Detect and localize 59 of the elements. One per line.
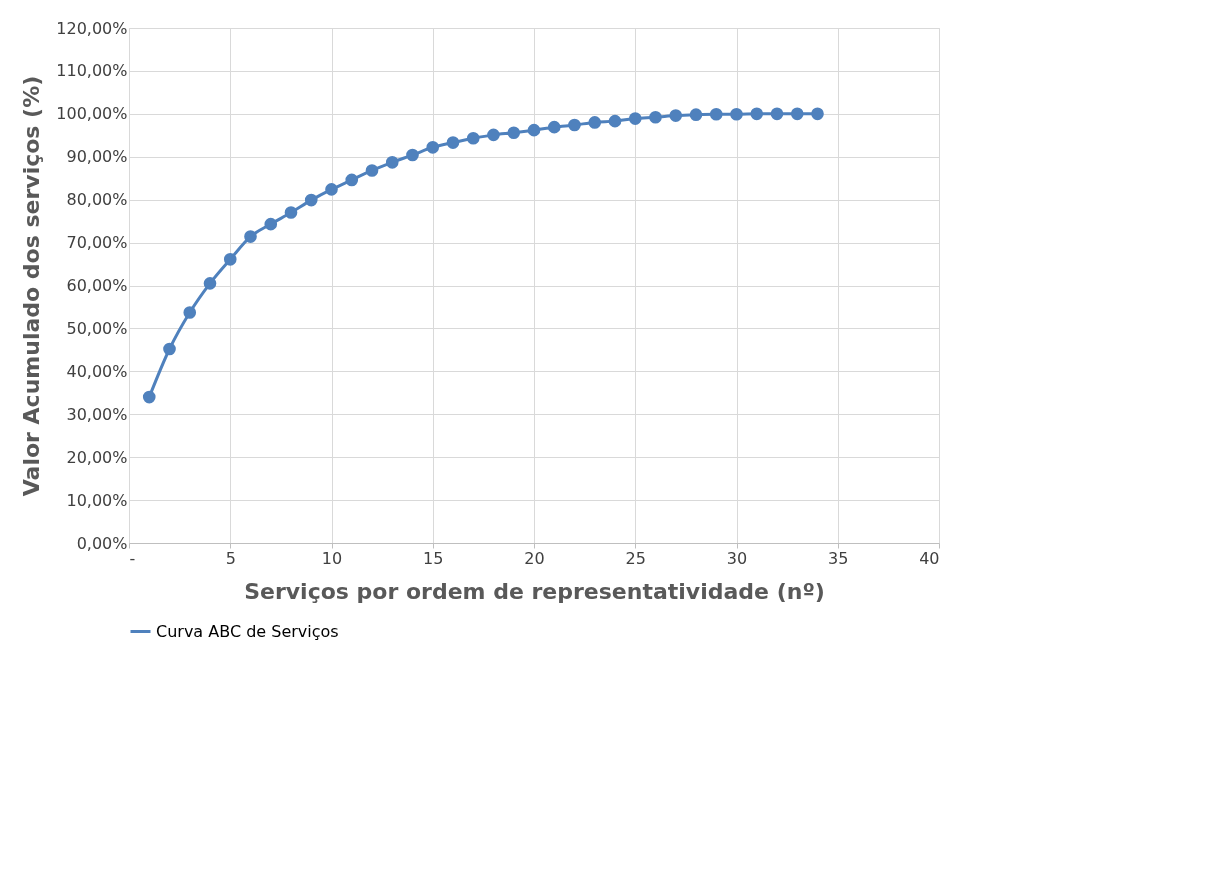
point: [365, 164, 379, 177]
point: [588, 116, 602, 129]
y-tick-label: 0,00%: [76, 533, 128, 553]
y-tick-label: 60,00%: [66, 276, 128, 295]
y-tick-label: 70,00%: [66, 233, 128, 253]
x-tick-label: -: [129, 548, 136, 568]
x-tick-label: 25: [625, 548, 646, 568]
y-tick-label: 100,00%: [56, 104, 128, 124]
point: [568, 118, 581, 132]
x-tick-label: 10: [321, 548, 343, 568]
point: [669, 109, 683, 122]
y-tick-label: 20,00%: [66, 447, 128, 467]
point: [750, 107, 764, 121]
point: [325, 183, 338, 196]
y-axis-title: Valor Acumulado dos serviços (%): [19, 75, 45, 497]
x-tick-label: 5: [225, 548, 236, 568]
y-tick-label: 30,00%: [66, 404, 128, 424]
point: [284, 206, 298, 219]
y-tick-label: 80,00%: [66, 190, 128, 210]
point: [203, 277, 217, 290]
point: [507, 126, 521, 140]
x-tick-label: 30: [726, 548, 748, 568]
point: [406, 148, 419, 162]
point: [466, 131, 480, 145]
point: [608, 114, 622, 128]
y-tick-label: 90,00%: [66, 147, 128, 167]
point: [730, 107, 743, 121]
point: [628, 112, 642, 125]
point: [223, 253, 237, 266]
point: [709, 107, 723, 121]
point: [487, 128, 500, 142]
point: [811, 107, 824, 121]
point: [345, 173, 359, 187]
y-tick-label: 50,00%: [66, 318, 128, 338]
point: [547, 120, 561, 134]
point: [790, 107, 804, 121]
point: [770, 107, 784, 121]
point: [183, 306, 197, 319]
y-tick-label: 10,00%: [66, 490, 128, 510]
x-tick-label: 35: [828, 548, 849, 568]
y-tick-label: 110,00%: [56, 61, 128, 81]
y-tick-label: 40,00%: [66, 361, 128, 381]
x-tick-label: 15: [423, 548, 444, 568]
x-tick-label: 40: [919, 548, 940, 568]
x-axis-title: Serviços por ordem de representatividade (nº): [244, 578, 825, 604]
x-tick-label: 20: [524, 548, 545, 568]
point: [446, 136, 460, 149]
point: [304, 193, 318, 207]
legend-label: Curva ABC de Serviços: [156, 621, 339, 641]
point: [527, 123, 541, 137]
point: [264, 217, 278, 231]
point: [649, 110, 662, 124]
point: [142, 390, 156, 404]
point: [426, 141, 440, 154]
point: [385, 156, 399, 169]
point: [244, 230, 257, 243]
point: [163, 342, 176, 356]
y-tick-label: 120,00%: [56, 18, 128, 38]
point: [689, 108, 703, 121]
